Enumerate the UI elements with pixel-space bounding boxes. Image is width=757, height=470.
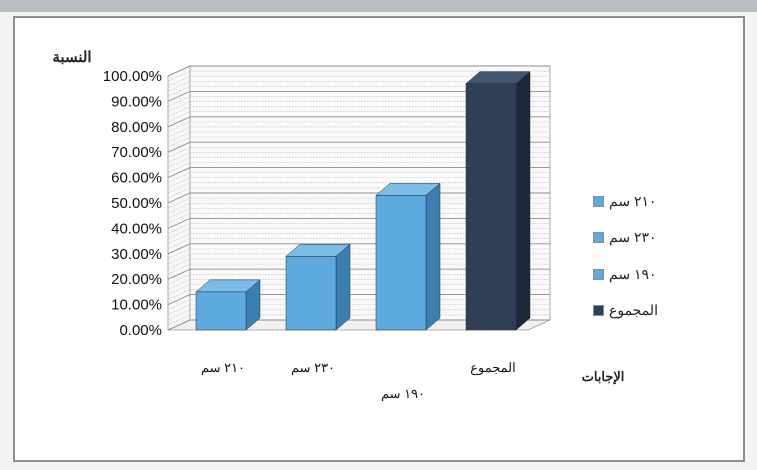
legend-label: ٢١٠ سم [609,192,657,209]
gridline-minor [167,121,550,133]
x-tick-labels: ٢١٠ سم ٢٣٠ سم ١٩٠ سم المجموع [201,360,516,402]
legend-item: ٢٣٠ سم [593,220,703,257]
legend-label: المجموع [609,302,658,319]
legend-label: ١٩٠ سم [609,265,657,282]
x-tick-label: ١٩٠ سم [381,386,425,402]
gridline-minor [167,111,550,122]
legend-item: ٢١٠ سم [593,183,703,220]
gridline-major [167,90,550,102]
gridline-minor [167,106,550,117]
gridline-minor [167,101,550,112]
gridline-major [167,141,550,153]
legend-swatch [593,268,604,280]
gridline-minor [167,96,550,107]
bar-side [335,243,351,331]
y-tick-label: 20.00% [111,271,162,288]
y-tick-label: 80.00% [111,119,162,136]
y-tick-label: 70.00% [111,144,162,161]
y-tick-label: 10.00% [111,297,162,314]
bar [285,256,337,331]
gridline-minor [167,86,550,97]
gridline-minor [167,182,550,194]
x-tick-label: ٢١٠ سم [201,360,245,376]
y-tick-labels: 0.00% 10.00% 20.00% 30.00% 40.00% 50.00% 60.00… [103,68,162,339]
y-tick-label: 100.00% [103,68,162,85]
gridline-major [167,116,550,128]
gridline-minor [167,126,550,138]
legend-swatch [593,195,604,207]
bar-side [515,71,531,331]
gridline-minor [167,146,550,158]
gridline-minor [167,80,550,92]
bar [375,195,427,331]
top-band [0,0,757,12]
gridline-major [167,167,550,179]
gridline-minor [167,162,550,173]
legend: ٢١٠ سم ٢٣٠ سم ١٩٠ سم المجموع [593,183,703,329]
bar-side [425,182,441,331]
y-tick-label: 60.00% [111,170,162,187]
legend-item: المجموع [593,293,703,330]
legend-swatch [593,305,604,317]
legend-item: ١٩٠ سم [593,256,703,293]
gridline-minor [167,152,550,163]
gridline-major [167,65,550,77]
bar [195,291,247,331]
gridline-minor [167,136,550,148]
y-tick-label: 0.00% [119,322,162,339]
legend-swatch [593,232,604,244]
y-tick-label: 40.00% [111,220,162,237]
x-tick-label: المجموع [470,360,515,376]
y-tick-label: 30.00% [111,246,162,263]
gridline-minor [167,172,550,183]
y-axis-label: النسبة [52,49,91,66]
gridline-minor [167,131,550,143]
gridline-minor [167,177,550,189]
y-tick-label: 90.00% [111,93,162,110]
bar [465,83,517,331]
y-tick-label: 50.00% [111,195,162,212]
legend-label: ٢٣٠ سم [609,229,657,246]
gridline-minor [167,70,550,82]
bars [195,71,531,331]
x-tick-label: ٢٣٠ سم [291,360,335,376]
x-axis-label: الإجابات [582,369,625,385]
gridline-minor [167,157,550,168]
gridline-minor [167,75,550,87]
